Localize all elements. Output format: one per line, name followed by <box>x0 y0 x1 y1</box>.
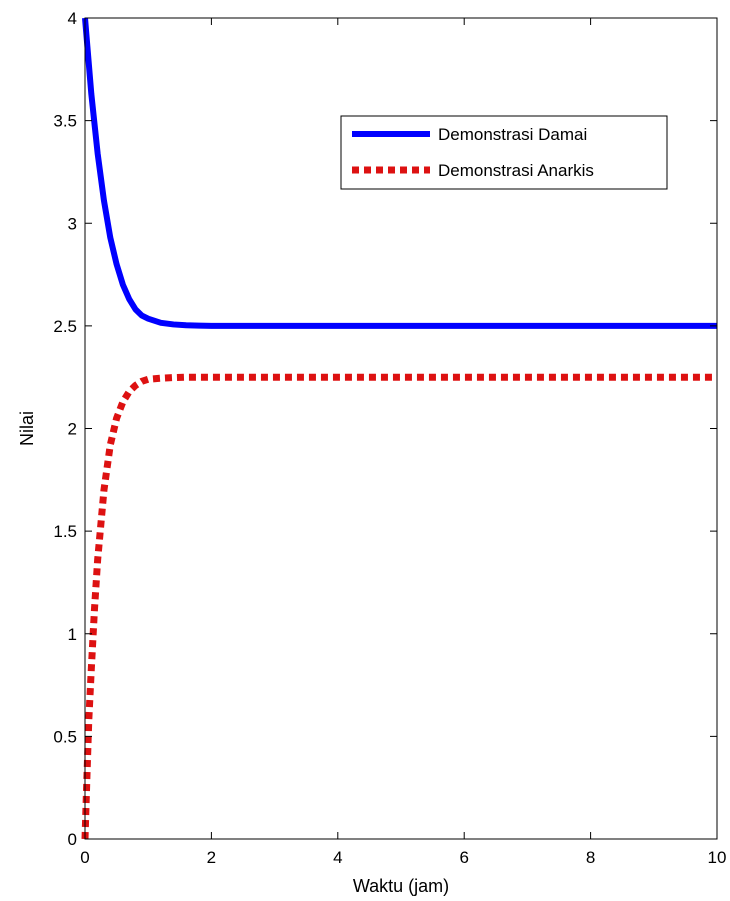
y-tick-label: 0 <box>68 830 77 849</box>
series-line-demonstrasi-anarkis <box>81 373 717 840</box>
y-tick-label: 2.5 <box>53 317 77 336</box>
legend-box <box>340 115 668 190</box>
x-axis-label: Waktu (jam) <box>353 876 449 896</box>
y-axis-label: Nilai <box>17 411 37 446</box>
y-tick-label: 2 <box>68 420 77 439</box>
ticks-layer: 0 2 4 6 8 10 0 0.5 1 1.5 2 2.5 3 3.5 4 <box>53 9 726 867</box>
x-tick-label: 8 <box>586 848 595 867</box>
y-tick-label: 0.5 <box>53 727 77 746</box>
legend-label-demonstrasi-damai: Demonstrasi Damai <box>438 125 587 144</box>
y-tick-label: 1 <box>68 625 77 644</box>
x-tick-label: 6 <box>459 848 468 867</box>
x-tick-label: 4 <box>333 848 342 867</box>
x-tick-label: 10 <box>708 848 727 867</box>
x-tick-label: 2 <box>207 848 216 867</box>
series-layer <box>81 17 717 840</box>
y-tick-label: 3.5 <box>53 112 77 131</box>
legend: Demonstrasi Damai Demonstrasi Anarkis <box>340 115 668 190</box>
y-tick-label: 4 <box>68 9 77 28</box>
x-tick-label: 0 <box>80 848 89 867</box>
y-tick-label: 3 <box>68 214 77 233</box>
y-tick-label: 1.5 <box>53 522 77 541</box>
series-line-demonstrasi-damai <box>82 17 717 329</box>
legend-label-demonstrasi-anarkis: Demonstrasi Anarkis <box>438 161 594 180</box>
